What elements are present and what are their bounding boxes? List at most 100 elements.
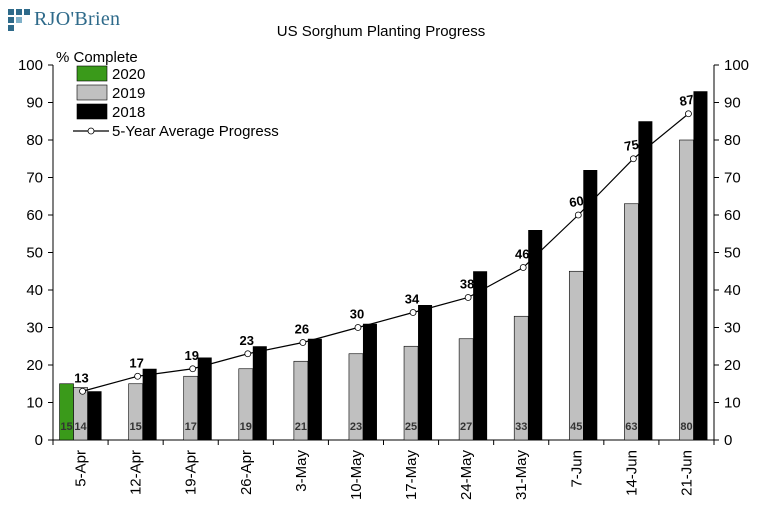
y-tick-label-right: 10: [724, 395, 741, 412]
bar-2018: [252, 346, 267, 440]
y-tick-label-right: 50: [724, 245, 741, 262]
logo-mark-icon: [8, 8, 30, 31]
bar-2019: [624, 203, 639, 441]
y-tick-label-right: 100: [724, 57, 749, 74]
y-tick-label-right: 90: [724, 95, 741, 112]
y-axis-label: % Complete: [56, 49, 138, 66]
legend-label-2020: 2020: [112, 66, 145, 83]
avg-progress-line: [82, 113, 689, 392]
y-tick-label-right: 0: [724, 432, 732, 449]
bar-2018: [142, 368, 157, 440]
legend-label-2019: 2019: [112, 85, 145, 102]
bar-2018: [693, 91, 708, 440]
x-tick-label: 24-May: [458, 450, 475, 501]
y-tick-label-left: 70: [26, 170, 43, 187]
bar-label-2019: 25: [405, 421, 417, 433]
bar-2018: [307, 338, 322, 440]
bar-label-2019: 45: [570, 421, 582, 433]
bar-2018: [418, 305, 433, 440]
y-tick-label-left: 10: [26, 395, 43, 412]
avg-progress-label: 26: [295, 322, 309, 337]
bar-2018: [362, 323, 377, 440]
avg-progress-label: 60: [568, 193, 585, 210]
avg-progress-point: [464, 294, 472, 301]
bar-label-2019: 21: [295, 421, 307, 433]
avg-progress-label: 13: [74, 370, 88, 385]
y-tick-label-left: 0: [35, 432, 43, 449]
x-tick-label: 19-Apr: [183, 450, 200, 495]
legend-label-5-Year Average Progress: 5-Year Average Progress: [112, 123, 279, 140]
bar-2018: [583, 170, 598, 440]
x-tick-label: 7-Jun: [568, 450, 585, 488]
avg-progress-point: [685, 110, 692, 118]
x-tick-label: 5-Apr: [73, 450, 90, 487]
y-tick-label-left: 90: [26, 95, 43, 112]
x-tick-label: 14-Jun: [623, 450, 640, 496]
y-tick-label-left: 50: [26, 245, 43, 262]
bar-2019: [679, 139, 694, 441]
avg-progress-label: 23: [240, 333, 254, 348]
x-tick-label: 17-May: [403, 450, 420, 501]
y-tick-label-left: 100: [18, 57, 43, 74]
avg-progress-point: [79, 387, 86, 395]
y-tick-label-right: 30: [724, 320, 741, 337]
avg-progress-point: [574, 211, 582, 219]
bar-2018: [87, 391, 102, 440]
y-tick-label-right: 60: [724, 207, 741, 224]
bar-label-2019: 33: [515, 421, 527, 433]
legend-marker-icon: [87, 127, 95, 135]
y-tick-label-left: 60: [26, 207, 43, 224]
x-tick-label: 21-Jun: [678, 450, 695, 496]
logo-text: RJO'Brien: [34, 8, 121, 30]
bar-label-2020: 15: [60, 421, 72, 433]
bar-label-2019: 23: [350, 421, 362, 433]
avg-progress-label: 75: [623, 137, 640, 154]
bar-label-2019: 17: [185, 421, 197, 433]
bar-2018: [197, 357, 212, 440]
avg-progress-point: [354, 324, 362, 331]
y-tick-label-right: 70: [724, 170, 741, 187]
avg-progress-point: [409, 309, 417, 316]
avg-progress-label: 87: [678, 92, 695, 109]
avg-progress-point: [134, 372, 142, 380]
y-tick-label-right: 40: [724, 282, 741, 299]
y-tick-label-left: 80: [26, 132, 43, 149]
x-tick-label: 10-May: [348, 450, 365, 501]
avg-progress-label: 34: [405, 292, 420, 307]
y-tick-label-left: 30: [26, 320, 43, 337]
avg-progress-point: [244, 350, 252, 358]
y-tick-label-right: 80: [724, 132, 741, 149]
bar-label-2019: 14: [74, 421, 87, 433]
bar-label-2019: 15: [130, 421, 142, 433]
legend-label-2018: 2018: [112, 104, 145, 121]
bar-label-2019: 63: [625, 421, 637, 433]
avg-progress-point: [629, 155, 637, 163]
rjo-brien-logo: RJO'Brien: [8, 8, 120, 31]
x-tick-label: 26-Apr: [238, 450, 255, 495]
legend-swatch-2020: [76, 65, 108, 82]
y-tick-label-left: 40: [26, 282, 43, 299]
avg-progress-label: 19: [184, 348, 198, 363]
x-tick-label: 3-May: [293, 450, 310, 492]
avg-progress-point: [519, 264, 527, 271]
y-tick-label-left: 20: [26, 357, 43, 374]
bar-label-2019: 80: [680, 421, 692, 433]
chart-title: US Sorghum Planting Progress: [277, 23, 485, 40]
y-tick-label-right: 20: [724, 357, 741, 374]
avg-progress-point: [299, 339, 307, 346]
bar-label-2019: 19: [240, 421, 252, 433]
x-tick-label: 31-May: [513, 450, 530, 501]
avg-progress-label: 38: [460, 277, 474, 292]
avg-progress-label: 46: [515, 247, 529, 262]
bar-label-2019: 27: [460, 421, 472, 433]
legend-swatch-2018: [76, 103, 108, 120]
avg-progress-point: [189, 365, 197, 373]
avg-progress-label: 17: [129, 355, 143, 370]
avg-progress-label: 30: [350, 307, 364, 322]
legend-swatch-2019: [76, 84, 108, 101]
bar-2018: [473, 271, 488, 440]
bar-2019: [568, 270, 584, 441]
bar-2018: [528, 230, 543, 440]
x-tick-label: 12-Apr: [128, 450, 145, 495]
